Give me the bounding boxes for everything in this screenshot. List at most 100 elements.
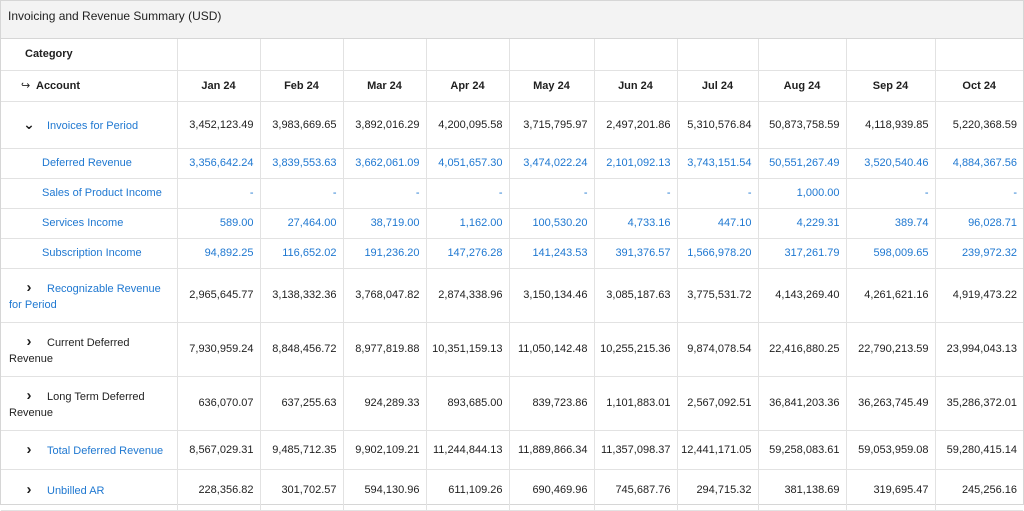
value-cell[interactable]: 4,051,657.30 [426,148,510,179]
row-label-cell: Sales of Product Income [1,178,178,209]
value-cell[interactable]: - [426,178,510,209]
value-cell[interactable]: 3,520,540.46 [846,148,936,179]
value-cell[interactable]: 3,474,022.24 [509,148,595,179]
month-column-header[interactable]: Jun 24 [594,70,678,102]
value-cell: 4,919,473.22 [935,268,1023,323]
category-header-cell [677,39,759,71]
account-link[interactable]: Services Income [42,217,124,229]
value-cell[interactable]: - [594,178,678,209]
row-label-cell: Services Income [1,208,178,239]
value-cell[interactable]: 598,009.65 [846,238,936,269]
value-cell[interactable]: 4,884,367.56 [935,148,1023,179]
account-label: Revenue [9,352,54,365]
value-cell: 636,070.07 [177,376,261,431]
value-cell[interactable]: - [260,178,344,209]
account-label: Current Deferred [47,336,130,349]
value-cell[interactable]: 94,892.25 [177,238,261,269]
value-cell: 59,258,083.61 [758,430,847,470]
value-cell[interactable]: 50,551,267.49 [758,148,847,179]
account-link[interactable]: Total Deferred Revenue [47,445,164,457]
value-cell: 8,977,819.88 [343,322,427,377]
value-cell: 3,715,795.97 [509,101,595,149]
table-row: ⌄ Invoices for Period 3,452,123.49 3,983,66… [1,101,1023,149]
account-link[interactable]: Invoices for Period [47,120,139,132]
value-cell: 9,874,078.54 [677,322,759,377]
month-column-header[interactable]: Oct 24 [935,70,1023,102]
value-cell[interactable]: - [343,178,427,209]
value-cell: 11,357,098.37 [594,430,678,470]
chevron-right-icon[interactable]: › [26,441,32,458]
value-cell[interactable]: 96,028.71 [935,208,1023,239]
category-column-header[interactable]: Category [1,39,178,71]
value-cell[interactable]: 1,566,978.20 [677,238,759,269]
value-cell[interactable]: 4,229.31 [758,208,847,239]
value-cell[interactable]: 147,276.28 [426,238,510,269]
value-cell: 59,053,959.08 [846,430,936,470]
value-cell: 745,687.76 [594,469,678,511]
value-cell[interactable]: 239,972.32 [935,238,1023,269]
value-cell: 611,109.26 [426,469,510,511]
value-cell[interactable]: 141,243.53 [509,238,595,269]
account-header-label: Account [36,80,80,92]
value-cell[interactable]: 38,719.00 [343,208,427,239]
account-link[interactable]: Deferred Revenue [42,157,132,169]
row-label-cell: › Recognizable Revenue for Period [1,268,178,323]
value-cell[interactable]: 1,000.00 [758,178,847,209]
value-cell[interactable]: 389.74 [846,208,936,239]
value-cell[interactable]: 3,839,553.63 [260,148,344,179]
month-column-header[interactable]: Sep 24 [846,70,936,102]
month-column-header[interactable]: Mar 24 [343,70,427,102]
month-column-header[interactable]: May 24 [509,70,595,102]
value-cell[interactable]: - [935,178,1023,209]
chevron-right-icon[interactable]: › [26,278,32,296]
month-column-header[interactable]: Jan 24 [177,70,261,102]
value-cell[interactable]: 100,530.20 [509,208,595,239]
value-cell[interactable]: - [677,178,759,209]
table-row: Subscription Income 94,892.25 116,652.02 19… [1,238,1023,269]
chevron-down-icon[interactable]: ⌄ [23,116,35,132]
value-cell[interactable]: - [846,178,936,209]
account-column-header[interactable]: ↪ Account [1,70,178,102]
value-cell: 12,441,171.05 [677,430,759,470]
value-cell: 319,695.47 [846,469,936,511]
value-cell: 294,715.32 [677,469,759,511]
account-link[interactable]: Subscription Income [42,247,142,259]
value-cell[interactable]: 191,236.20 [343,238,427,269]
value-cell[interactable]: 589.00 [177,208,261,239]
value-cell[interactable]: 447.10 [677,208,759,239]
value-cell[interactable]: - [177,178,261,209]
value-cell[interactable]: 116,652.02 [260,238,344,269]
category-header-cell [426,39,510,71]
chevron-right-icon[interactable]: › [26,386,32,404]
value-cell[interactable]: 3,356,642.24 [177,148,261,179]
chevron-right-icon[interactable]: › [26,332,32,350]
value-cell[interactable]: 27,464.00 [260,208,344,239]
category-header-cell [260,39,344,71]
table-row: › Total Deferred Revenue 8,567,029.31 9,485… [1,430,1023,470]
value-cell[interactable]: - [509,178,595,209]
month-column-header[interactable]: Apr 24 [426,70,510,102]
value-cell: 301,702.57 [260,469,344,511]
chevron-right-icon[interactable]: › [26,481,32,498]
value-cell[interactable]: 2,101,092.13 [594,148,678,179]
category-header-row: Category [1,39,1023,71]
value-cell[interactable]: 317,261.79 [758,238,847,269]
report-title: Invoicing and Revenue Summary (USD) [1,1,1023,39]
month-column-header[interactable]: Jul 24 [677,70,759,102]
value-cell[interactable]: 3,662,061.09 [343,148,427,179]
value-cell[interactable]: 391,376.57 [594,238,678,269]
value-cell[interactable]: 1,162.00 [426,208,510,239]
month-column-header[interactable]: Feb 24 [260,70,344,102]
value-cell: 9,902,109.21 [343,430,427,470]
account-link[interactable]: Recognizable Revenue [47,282,161,295]
value-cell: 11,889,866.34 [509,430,595,470]
account-link[interactable]: for Period [9,298,57,311]
month-column-header[interactable]: Aug 24 [758,70,847,102]
account-link[interactable]: Sales of Product Income [42,187,162,199]
value-cell[interactable]: 3,743,151.54 [677,148,759,179]
value-cell[interactable]: 4,733.16 [594,208,678,239]
category-header-cell [509,39,595,71]
month-header-row: ↪ Account Jan 24 Feb 24 Mar 24 Apr 24 May 24 J… [1,70,1023,102]
category-header-cell [594,39,678,71]
account-link[interactable]: Unbilled AR [47,485,105,497]
